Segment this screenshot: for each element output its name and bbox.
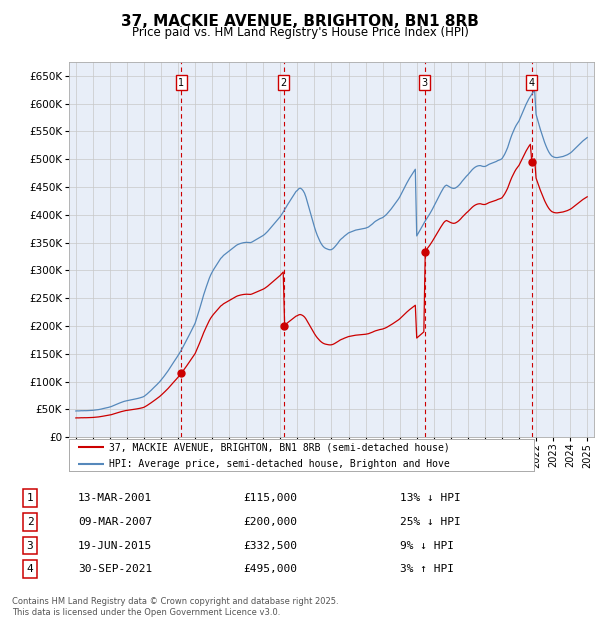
Text: 2: 2 [26, 516, 34, 527]
Text: £332,500: £332,500 [243, 541, 297, 551]
Text: HPI: Average price, semi-detached house, Brighton and Hove: HPI: Average price, semi-detached house,… [109, 459, 449, 469]
Text: £200,000: £200,000 [243, 516, 297, 527]
Text: 2: 2 [280, 78, 287, 87]
Text: 9% ↓ HPI: 9% ↓ HPI [400, 541, 454, 551]
Text: 3: 3 [422, 78, 428, 87]
Text: 19-JUN-2015: 19-JUN-2015 [78, 541, 152, 551]
Text: 13-MAR-2001: 13-MAR-2001 [78, 493, 152, 503]
Text: 4: 4 [26, 564, 34, 574]
Text: 3% ↑ HPI: 3% ↑ HPI [400, 564, 454, 574]
Text: 37, MACKIE AVENUE, BRIGHTON, BN1 8RB (semi-detached house): 37, MACKIE AVENUE, BRIGHTON, BN1 8RB (se… [109, 442, 449, 452]
Text: £115,000: £115,000 [243, 493, 297, 503]
Text: 3: 3 [26, 541, 34, 551]
Text: Contains HM Land Registry data © Crown copyright and database right 2025.
This d: Contains HM Land Registry data © Crown c… [12, 598, 338, 617]
Text: 09-MAR-2007: 09-MAR-2007 [78, 516, 152, 527]
Text: 37, MACKIE AVENUE, BRIGHTON, BN1 8RB: 37, MACKIE AVENUE, BRIGHTON, BN1 8RB [121, 14, 479, 29]
Text: £495,000: £495,000 [243, 564, 297, 574]
Text: 25% ↓ HPI: 25% ↓ HPI [400, 516, 461, 527]
Text: 4: 4 [529, 78, 535, 87]
Text: 1: 1 [26, 493, 34, 503]
Text: 1: 1 [178, 78, 184, 87]
Text: 13% ↓ HPI: 13% ↓ HPI [400, 493, 461, 503]
Text: Price paid vs. HM Land Registry's House Price Index (HPI): Price paid vs. HM Land Registry's House … [131, 26, 469, 39]
Text: 30-SEP-2021: 30-SEP-2021 [78, 564, 152, 574]
